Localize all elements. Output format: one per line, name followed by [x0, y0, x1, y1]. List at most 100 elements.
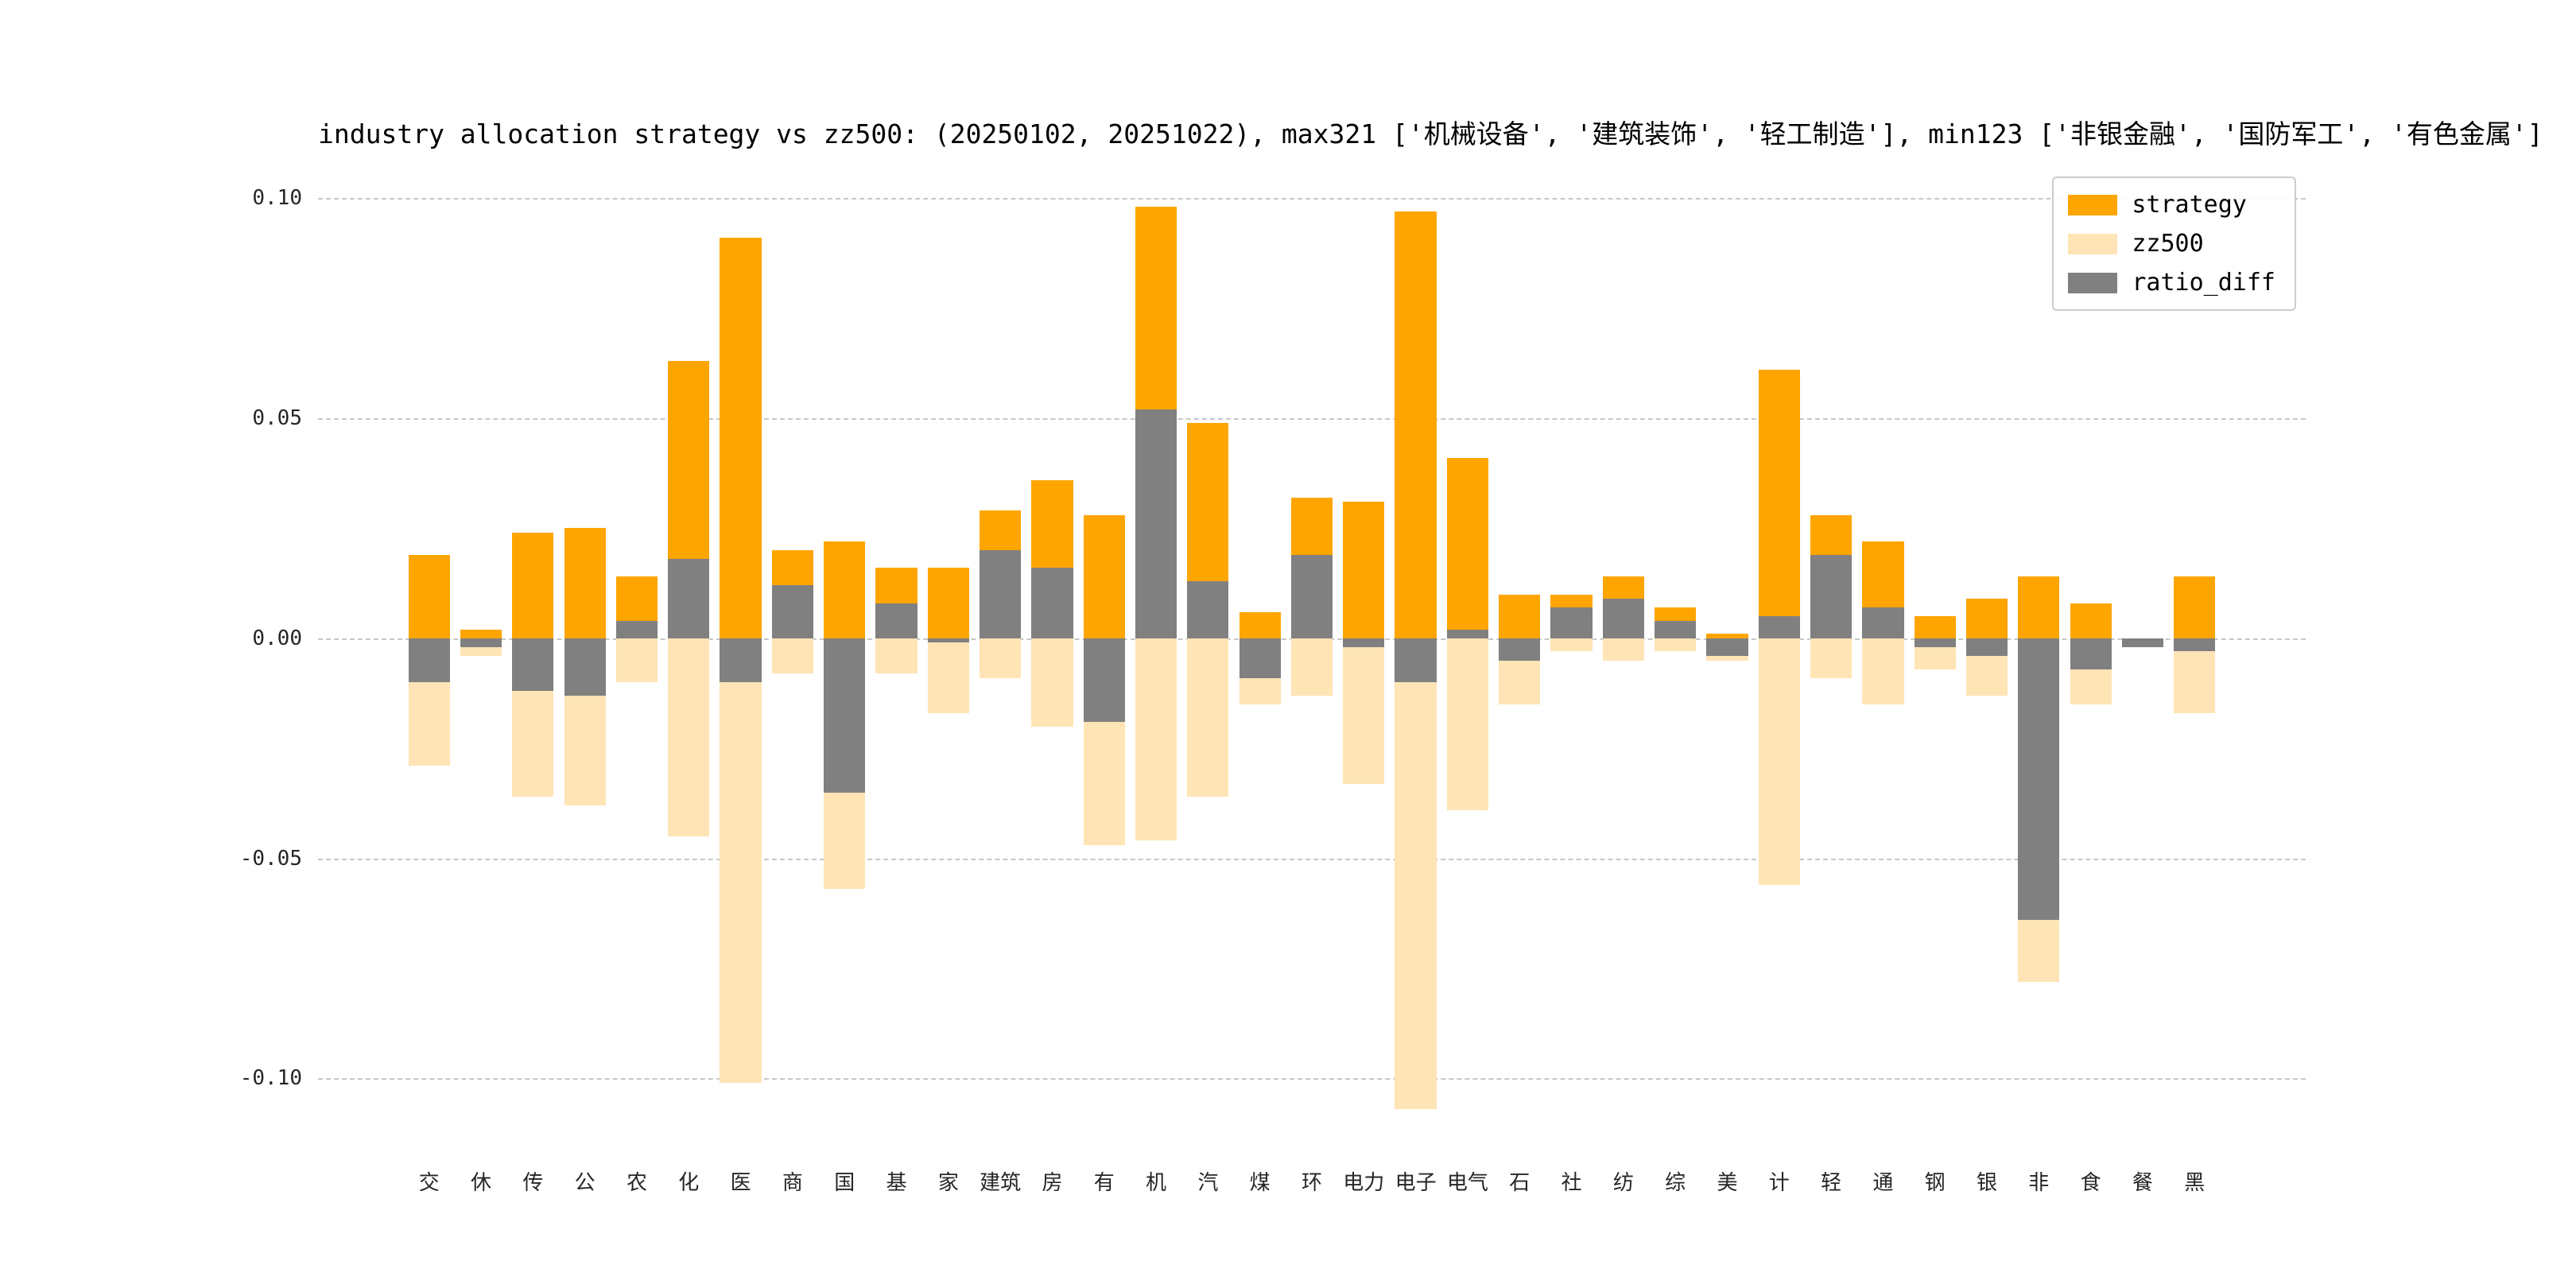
bar-ratio_diff [2121, 638, 2164, 647]
x-tick-label: 餐 [2132, 1171, 2153, 1195]
legend-label-strategy: strategy [2132, 191, 2247, 219]
x-tick-label: 有 [1093, 1171, 1115, 1195]
bar-strategy [564, 528, 606, 638]
x-tick-label: 休 [471, 1171, 492, 1195]
bar-ratio_diff [2018, 638, 2060, 921]
bar-ratio_diff [1083, 638, 1125, 723]
bar-strategy [1706, 634, 1748, 638]
bar-strategy [927, 568, 969, 638]
bar-strategy [408, 554, 450, 638]
y-tick-label: -0.05 [239, 846, 302, 871]
bar-strategy [512, 533, 554, 638]
bar-zz500 [615, 638, 658, 683]
legend-item-ratio-diff: ratio_diff [2068, 269, 2275, 297]
x-tick-label: 国 [834, 1171, 855, 1195]
y-tick-label: 0.10 [252, 186, 302, 211]
bar-zz500 [1446, 638, 1489, 810]
bar-zz500 [1862, 638, 1904, 704]
bar-ratio_diff [512, 638, 554, 692]
bar-strategy [460, 629, 502, 638]
x-tick-label: 传 [522, 1171, 544, 1195]
bar-ratio_diff [1395, 638, 1437, 683]
x-tick-label: 化 [678, 1171, 700, 1195]
x-tick-label: 电子 [1395, 1171, 1437, 1195]
bar-ratio_diff [1550, 607, 1593, 638]
legend-swatch-strategy [2068, 194, 2118, 215]
bar-ratio_diff [1914, 638, 1956, 647]
bar-ratio_diff [1343, 638, 1385, 647]
x-tick-label: 基 [886, 1171, 907, 1195]
x-tick-label: 银 [1976, 1171, 1998, 1195]
bar-ratio_diff [1290, 554, 1333, 638]
bar-ratio_diff [720, 638, 762, 683]
bar-ratio_diff [875, 603, 918, 638]
bar-strategy [2018, 576, 2060, 638]
bar-zz500 [1031, 638, 1073, 727]
x-tick-label: 社 [1561, 1171, 1582, 1195]
bar-strategy [1965, 599, 2008, 638]
bar-ratio_diff [408, 638, 450, 683]
bar-zz500 [1602, 638, 1644, 661]
bar-strategy [1239, 611, 1281, 638]
bar-strategy [1446, 457, 1489, 638]
legend-swatch-zz500 [2068, 233, 2118, 254]
x-tick-label: 农 [626, 1171, 647, 1195]
x-tick-label: 医 [730, 1171, 751, 1195]
x-tick-label: 石 [1509, 1171, 1530, 1195]
bar-ratio_diff [1239, 638, 1281, 678]
legend-label-ratio-diff: ratio_diff [2132, 269, 2275, 297]
gridline [318, 858, 2306, 860]
x-tick-label: 电力 [1343, 1171, 1385, 1195]
bar-ratio_diff [1706, 638, 1748, 656]
x-tick-label: 家 [937, 1171, 959, 1195]
bar-strategy [1499, 594, 1541, 638]
x-tick-label: 计 [1768, 1171, 1790, 1195]
bar-ratio_diff [927, 638, 969, 643]
bar-ratio_diff [771, 585, 814, 638]
x-tick-label: 交 [418, 1171, 440, 1195]
y-tick-label: 0.05 [252, 406, 302, 431]
bar-ratio_diff [1499, 638, 1541, 661]
bar-strategy [824, 541, 866, 638]
bar-strategy [720, 238, 762, 638]
bar-ratio_diff [668, 559, 710, 638]
x-tick-label: 电气 [1446, 1171, 1488, 1195]
bar-ratio_diff [1031, 568, 1073, 638]
bar-zz500 [1810, 638, 1852, 678]
chart-title: industry allocation strategy vs zz500: (… [318, 118, 2543, 149]
bar-zz500 [668, 638, 710, 836]
bar-ratio_diff [1602, 599, 1644, 638]
bar-strategy [2174, 576, 2216, 638]
bar-zz500 [1550, 638, 1593, 652]
y-tick-label: 0.00 [252, 626, 302, 650]
bar-ratio_diff [1655, 620, 1697, 638]
bar-zz500 [875, 638, 918, 674]
bar-zz500 [1343, 638, 1385, 784]
bar-ratio_diff [1965, 638, 2008, 656]
bar-ratio_diff [615, 620, 658, 638]
bar-zz500 [1290, 638, 1333, 696]
bar-zz500 [980, 638, 1022, 678]
legend-swatch-ratio-diff [2068, 272, 2118, 293]
x-tick-label: 汽 [1197, 1171, 1219, 1195]
bar-ratio_diff [1862, 607, 1904, 638]
x-tick-label: 商 [782, 1171, 803, 1195]
y-tick-label: -0.10 [239, 1066, 302, 1091]
x-tick-label: 通 [1872, 1171, 1894, 1195]
gridline [318, 1078, 2306, 1080]
bar-ratio_diff [2174, 638, 2216, 652]
bar-strategy [2070, 603, 2112, 638]
plot-area: 0.10 0.05 0.00 -0.05 -0.10 交 休 传 公 农 化 医 商 国 基 家建筑房 有 机 汽 煤… [240, 163, 2306, 1195]
bar-ratio_diff [564, 638, 606, 696]
bar-ratio_diff [2070, 638, 2112, 669]
x-tick-label: 综 [1665, 1171, 1686, 1195]
x-tick-label: 黑 [2184, 1171, 2206, 1195]
bar-strategy [1758, 370, 1800, 638]
bar-zz500 [720, 638, 762, 1083]
bar-zz500 [1758, 638, 1800, 885]
bar-ratio_diff [980, 550, 1022, 638]
legend-label-zz500: zz500 [2132, 230, 2204, 258]
bar-ratio_diff [1758, 616, 1800, 638]
bar-ratio_diff [1810, 554, 1852, 638]
